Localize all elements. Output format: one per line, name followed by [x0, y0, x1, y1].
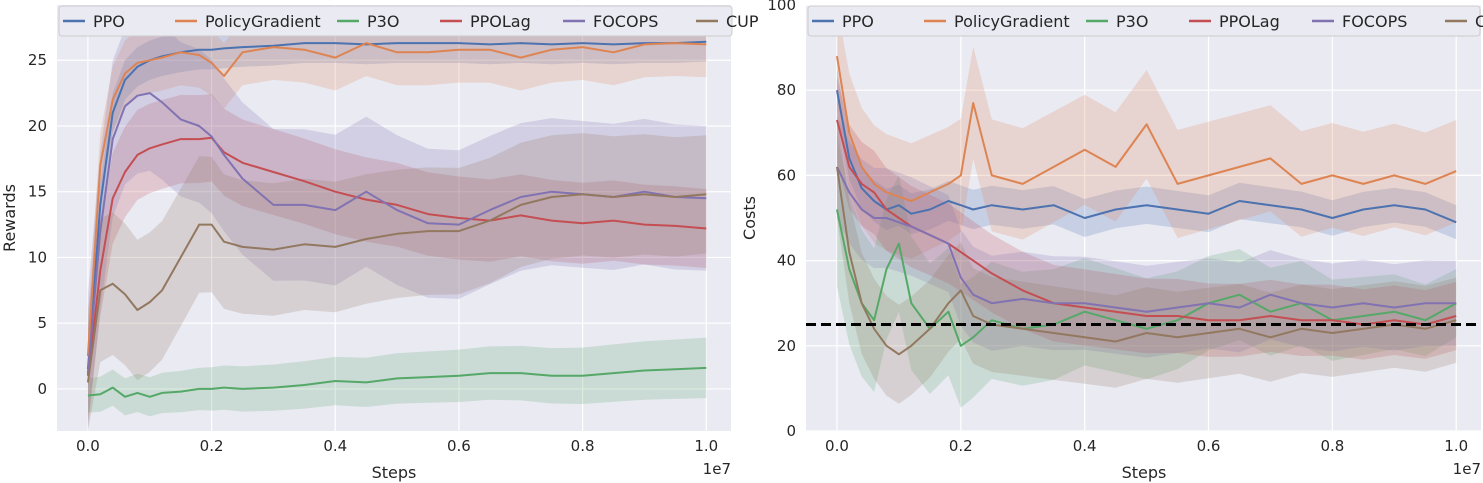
rewards-band-policygradient — [87, 10, 707, 389]
rewards-y-axis-label: Rewards — [0, 184, 19, 252]
costs-y-tick-label: 0 — [786, 422, 796, 440]
costs-x-offset-label: 1e7 — [1453, 460, 1481, 478]
rewards-x-offset-label: 1e7 — [703, 460, 731, 478]
rewards-line-p3o — [87, 366, 707, 398]
costs-x-tick-label: 0.8 — [1320, 437, 1344, 455]
costs-series-lines — [836, 55, 1457, 356]
rewards-x-tick-label: 0.4 — [323, 437, 347, 455]
costs-line-focops — [836, 166, 1457, 313]
rewards-band-cup — [87, 133, 707, 431]
rewards-band-p3o — [87, 337, 707, 417]
rewards-x-tick-labels: 0.0 0.2 0.4 0.6 0.8 1.0 — [76, 437, 718, 455]
rewards-legend-label-policygradient: PolicyGradient — [205, 12, 321, 31]
costs-x-tick-label: 0.0 — [825, 437, 849, 455]
rewards-x-tick-label: 0.8 — [571, 437, 595, 455]
rewards-legend: PPO PolicyGradient P3O PPOLag FOCOPS CUP — [58, 5, 759, 37]
rewards-line-policygradient — [86, 42, 707, 357]
costs-y-tick-label: 40 — [777, 252, 796, 270]
costs-legend-label-ppolag: PPOLag — [1219, 12, 1280, 31]
costs-legend-label-p3o: P3O — [1116, 12, 1148, 31]
costs-band-policygradient — [837, 5, 1457, 259]
rewards-x-tick-label: 0.0 — [76, 437, 100, 455]
costs-plot-area — [806, 5, 1481, 431]
rewards-series-lines — [86, 40, 707, 398]
costs-band-cup — [837, 115, 1457, 404]
costs-y-tick-label: 20 — [777, 337, 796, 355]
costs-x-tick-label: 0.6 — [1197, 437, 1221, 455]
rewards-line-ppolag — [86, 136, 707, 376]
costs-gridlines — [806, 4, 1481, 432]
rewards-legend-label-cup: CUP — [726, 12, 759, 31]
rewards-legend-label-p3o: P3O — [367, 12, 399, 31]
rewards-legend-frame — [58, 5, 733, 37]
rewards-band-ppolag — [87, 94, 707, 422]
rewards-y-tick-label: 20 — [28, 117, 47, 135]
rewards-confidence-bands — [87, 10, 707, 431]
costs-y-tick-labels: 0 20 40 60 80 100 — [767, 0, 796, 440]
costs-band-focops — [837, 115, 1457, 358]
costs-x-tick-label: 0.4 — [1073, 437, 1097, 455]
costs-legend-label-ppo: PPO — [842, 12, 874, 31]
costs-chart: 0 20 40 60 80 100 0.0 0.2 0.4 0.6 0.8 1.0 Steps Co… — [740, 0, 1483, 482]
costs-confidence-bands — [837, 5, 1457, 408]
rewards-line-cup — [86, 193, 707, 383]
rewards-y-tick-label: 0 — [37, 380, 47, 398]
rewards-legend-label-focops: FOCOPS — [593, 12, 658, 31]
costs-band-ppolag — [837, 77, 1457, 360]
rewards-legend-label-ppo: PPO — [93, 12, 125, 31]
costs-x-axis-label: Steps — [1122, 463, 1167, 482]
rewards-x-tick-label: 1.0 — [694, 437, 718, 455]
costs-legend-label-policygradient: PolicyGradient — [954, 12, 1070, 31]
rewards-line-focops — [86, 92, 707, 374]
rewards-y-tick-label: 10 — [28, 248, 47, 266]
costs-line-cup — [836, 166, 1457, 356]
rewards-x-tick-label: 0.6 — [447, 437, 471, 455]
rewards-legend-label-ppolag: PPOLag — [470, 12, 531, 31]
rewards-band-focops — [87, 15, 707, 431]
rewards-y-tick-label: 5 — [37, 314, 47, 332]
costs-legend: PPO PolicyGradient P3O PPOLag FOCOPS CUP — [807, 5, 1483, 37]
rewards-x-tick-label: 0.2 — [200, 437, 224, 455]
rewards-chart: 0 5 10 15 20 25 0.0 0.2 0.4 0.6 0.8 1.0 Steps Rewa… — [0, 5, 759, 482]
costs-y-tick-label: 80 — [777, 81, 796, 99]
costs-x-tick-label: 0.2 — [949, 437, 973, 455]
costs-band-p3o — [837, 132, 1457, 408]
costs-y-axis-label: Costs — [740, 196, 759, 240]
rewards-y-tick-label: 25 — [28, 51, 47, 69]
costs-line-ppo — [836, 90, 1457, 224]
costs-y-tick-label: 60 — [777, 166, 796, 184]
rewards-x-axis-label: Steps — [372, 463, 417, 482]
rewards-band-ppo — [87, 22, 707, 389]
costs-y-tick-label: 100 — [767, 0, 796, 14]
costs-band-ppo — [837, 68, 1457, 240]
rewards-y-tick-labels: 0 5 10 15 20 25 — [28, 51, 47, 398]
costs-legend-label-focops: FOCOPS — [1342, 12, 1407, 31]
costs-legend-label-cup: CUP — [1475, 12, 1483, 31]
costs-line-policygradient — [836, 55, 1457, 202]
rewards-plot-area — [57, 5, 731, 431]
costs-x-tick-labels: 0.0 0.2 0.4 0.6 0.8 1.0 — [825, 437, 1468, 455]
costs-x-tick-label: 1.0 — [1444, 437, 1468, 455]
costs-legend-frame — [807, 5, 1481, 37]
rewards-y-tick-label: 15 — [28, 183, 47, 201]
rewards-line-ppo — [86, 40, 707, 370]
